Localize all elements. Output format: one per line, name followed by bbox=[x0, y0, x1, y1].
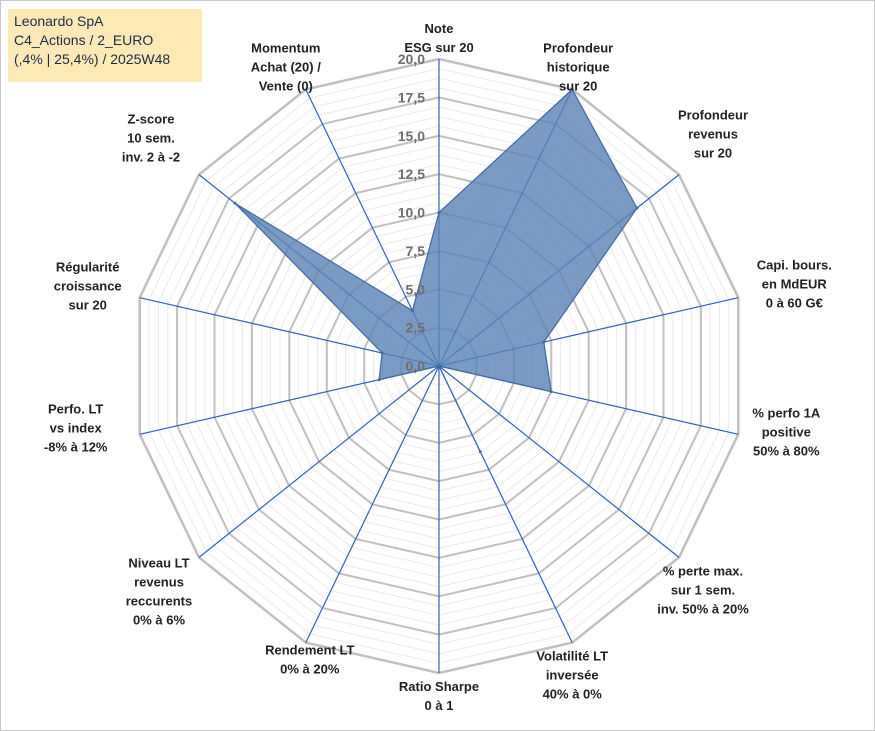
axis-label-line: Perfo. LT bbox=[48, 402, 103, 417]
axis-label-line: 0 à 60 G€ bbox=[766, 295, 823, 310]
axis-label-group: Ratio Sharpe 0 à 1 bbox=[399, 679, 479, 713]
axis-label-group: Profondeur historique sur 20 bbox=[543, 40, 613, 93]
axis-label-line: sur 20 bbox=[559, 78, 597, 93]
axis-label-group: Momentum Achat (20) / Vente (0) bbox=[251, 40, 321, 93]
radar-series bbox=[233, 87, 639, 454]
axis-label-line: 50% à 80% bbox=[753, 444, 820, 459]
axis-label-line: 0% à 6% bbox=[133, 612, 185, 627]
axis-label-group: % perte max. sur 1 sem. inv. 50% à 20% bbox=[657, 563, 749, 616]
axis-label-group: Note ESG sur 20 bbox=[404, 21, 473, 55]
axis-label-line: reccurents bbox=[126, 593, 192, 608]
series-point bbox=[410, 309, 414, 313]
axis-label-group: % perfo 1A positive 50% à 80% bbox=[752, 406, 821, 459]
axis-label-group: Capi. bours. en MdEUR 0 à 60 G€ bbox=[757, 257, 832, 310]
axis-label-line: vs index bbox=[50, 421, 103, 436]
axis-label-line: Capi. bours. bbox=[757, 257, 832, 272]
axis-label-line: 0 à 1 bbox=[425, 698, 454, 713]
axis-label-line: Ratio Sharpe bbox=[399, 679, 479, 694]
axis-label-group: Rendement LT 0% à 20% bbox=[265, 643, 354, 677]
axis-label-line: 0% à 20% bbox=[280, 662, 340, 677]
axis-label-line: -8% à 12% bbox=[44, 440, 108, 455]
tick-label: 12,5 bbox=[398, 166, 425, 182]
axis-label-line: Rendement LT bbox=[265, 643, 354, 658]
axis-label-group: Niveau LT revenus reccurents 0% à 6% bbox=[126, 555, 192, 627]
axis-label-line: 10 sem. bbox=[127, 131, 175, 146]
series-point bbox=[233, 201, 237, 205]
radar-axis-labels: Note ESG sur 20 Profondeur historique sur 20… bbox=[44, 21, 832, 713]
axis-spoke bbox=[198, 365, 440, 558]
axis-label-line: sur 1 sem. bbox=[671, 582, 735, 597]
axis-label-line: Volatilité LT bbox=[536, 649, 608, 664]
axis-spoke bbox=[438, 365, 680, 558]
series-point bbox=[549, 390, 553, 394]
axis-label-line: ESG sur 20 bbox=[404, 40, 473, 55]
axis-label-line: positive bbox=[762, 425, 811, 440]
axis-label-group: Volatilité LT inversée 40% à 0% bbox=[536, 649, 608, 702]
axis-label-line: Momentum bbox=[251, 40, 320, 55]
tick-label: 10,0 bbox=[398, 205, 425, 221]
tick-label: 20,0 bbox=[398, 51, 425, 67]
axis-label-line: Achat (20) / bbox=[251, 59, 321, 74]
axis-label-line: inversée bbox=[546, 668, 599, 683]
axis-spoke bbox=[305, 365, 440, 643]
series-point bbox=[437, 364, 441, 368]
axis-label-line: Z-score bbox=[128, 112, 175, 127]
axis-label-group: Z-score 10 sem. inv. 2 à -2 bbox=[122, 112, 180, 165]
radar-tick-labels: 0,0 2,5 5,0 7,5 10,0 12,5 15,0 17,5 20,0 bbox=[398, 51, 425, 374]
series-point bbox=[478, 450, 482, 454]
title-line-period: (,4% | 25,4%) / 2025W48 bbox=[14, 51, 171, 67]
axis-label-line: revenus bbox=[688, 127, 738, 142]
tick-label: 7,5 bbox=[406, 243, 426, 259]
series-point bbox=[380, 351, 384, 355]
axis-label-group: Perfo. LT vs index -8% à 12% bbox=[44, 402, 108, 455]
series-point bbox=[437, 211, 441, 214]
axis-label-line: inv. 50% à 20% bbox=[657, 601, 749, 616]
tick-label: 15,0 bbox=[398, 128, 425, 144]
chart-title-box: Leonardo SpA C4_Actions / 2_EURO (,4% | … bbox=[8, 9, 202, 82]
axis-label-line: croissance bbox=[54, 278, 122, 293]
series-point bbox=[635, 206, 639, 210]
tick-label: 0,0 bbox=[406, 358, 426, 374]
axis-label-line: Note bbox=[425, 21, 454, 36]
axis-label-line: 40% à 0% bbox=[543, 687, 603, 702]
title-line-company: Leonardo SpA bbox=[14, 13, 104, 29]
tick-label: 5,0 bbox=[406, 281, 426, 297]
axis-label-line: Profondeur bbox=[543, 40, 613, 55]
series-point bbox=[570, 87, 574, 91]
axis-label-line: sur 20 bbox=[69, 297, 107, 312]
axis-label-line: Vente (0) bbox=[259, 78, 313, 93]
axis-label-line: sur 20 bbox=[694, 146, 732, 161]
axis-label-line: % perfo 1A bbox=[752, 406, 821, 421]
axis-label-line: historique bbox=[547, 59, 610, 74]
tick-label: 17,5 bbox=[398, 89, 425, 105]
axis-label-line: Profondeur bbox=[678, 108, 748, 123]
tick-label: 2,5 bbox=[406, 320, 426, 336]
series-point bbox=[542, 340, 546, 344]
title-line-category: C4_Actions / 2_EURO bbox=[14, 32, 154, 48]
series-point bbox=[377, 378, 381, 382]
axis-label-line: revenus bbox=[134, 574, 184, 589]
axis-label-line: inv. 2 à -2 bbox=[122, 150, 180, 165]
axis-label-line: Niveau LT bbox=[128, 555, 189, 570]
axis-label-line: Régularité bbox=[56, 259, 120, 274]
axis-label-line: % perte max. bbox=[663, 563, 743, 578]
axis-label-group: Régularité croissance sur 20 bbox=[54, 259, 122, 312]
axis-label-line: en MdEUR bbox=[762, 276, 828, 291]
axis-label-group: Profondeur revenus sur 20 bbox=[678, 108, 748, 161]
